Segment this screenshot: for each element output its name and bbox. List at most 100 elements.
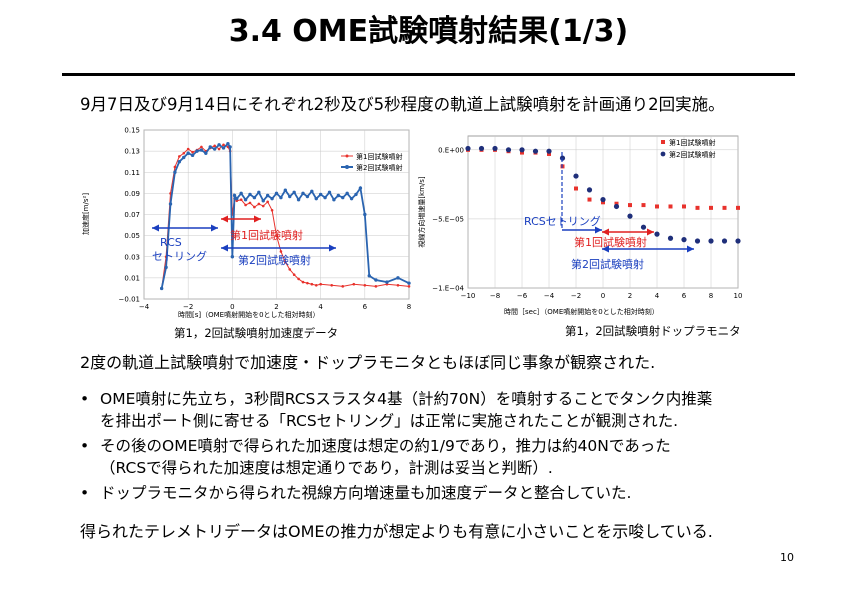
data-point: [217, 143, 221, 147]
data-point: [186, 151, 190, 155]
data-point: [613, 203, 620, 210]
data-point: [654, 231, 660, 237]
data-point: [736, 205, 740, 210]
data-point: [261, 204, 265, 208]
data-point: [248, 201, 252, 205]
bullet-item: ドップラモニタから得られた視線方向増速量も加速度データと整合していた.: [80, 482, 810, 504]
summary-text: 2度の軌道上試験噴射で加速度・ドップラモニタともほぼ同じ事象が観察された.: [80, 353, 656, 372]
data-point: [292, 273, 296, 277]
data-point: [217, 147, 221, 151]
y-tick-label: −0.01: [119, 296, 140, 304]
y-axis-label: 加速度[m/s²]: [81, 193, 90, 235]
data-point: [284, 260, 287, 264]
bullet-item: OME噴射に先立ち，3秒間RCSスラスタ4基（計約70N）を噴射することでタンク…: [80, 388, 810, 432]
bullet-line: ドップラモニタから得られた視線方向増速量も加速度データと整合していた.: [100, 484, 632, 502]
data-point: [288, 194, 292, 199]
data-point: [363, 212, 367, 217]
x-tick-label: 4: [655, 292, 660, 300]
y-tick-label: 0.13: [124, 148, 140, 156]
data-point: [323, 195, 327, 200]
data-point: [257, 190, 261, 195]
burn1-label: 第1回試験噴射: [574, 235, 647, 249]
y-axis-label: 視線方向増速量[km/s]: [418, 176, 426, 248]
x-tick-label: −2: [571, 292, 581, 300]
data-point: [310, 189, 314, 193]
data-point: [204, 151, 208, 155]
data-point: [586, 187, 593, 193]
data-point: [222, 143, 225, 147]
data-point: [239, 198, 243, 202]
data-point: [221, 146, 226, 150]
rcs-label-line1: RCS: [160, 236, 182, 249]
data-point: [253, 205, 256, 209]
legend-label-series2: 第2回試験噴射: [356, 163, 402, 172]
data-point: [709, 205, 713, 210]
data-point: [735, 238, 741, 244]
data-point: [694, 238, 701, 244]
x-tick-label: 0: [230, 303, 234, 311]
legend-marker-series1: [661, 140, 665, 144]
data-point: [177, 159, 182, 164]
slide-title: 3.4 OME試験噴射結果(1/3): [228, 14, 629, 49]
intro-text: 9月7日及び9月14日にそれぞれ2秒及び5秒程度の軌道上試験噴射を計画通り2回実…: [80, 95, 725, 114]
data-point: [358, 186, 363, 190]
data-point: [667, 235, 674, 241]
data-point: [708, 238, 714, 244]
data-point: [546, 148, 552, 154]
data-point: [573, 173, 579, 179]
rcs-label-line2: セトリング: [152, 249, 207, 263]
x-tick-label: −6: [517, 292, 528, 300]
data-point: [349, 196, 354, 201]
data-point: [228, 145, 232, 149]
burn2-label: 第2回試験噴射: [238, 253, 311, 267]
x-axis-label: 時間[s]（OME噴射開始を0とした相対時刻）: [178, 310, 320, 319]
y-tick-label: 0.15: [124, 127, 140, 135]
x-tick-label: 2: [274, 303, 278, 311]
data-point: [601, 200, 605, 205]
data-point: [212, 147, 217, 151]
y-tick-label: 0.05: [124, 232, 140, 240]
data-point: [547, 151, 551, 156]
data-point: [492, 145, 498, 152]
data-point: [628, 203, 632, 208]
data-point: [226, 142, 230, 146]
data-point: [301, 280, 305, 284]
data-point: [367, 274, 371, 278]
y-tick-label: 0.11: [124, 169, 140, 177]
data-point: [385, 280, 389, 284]
data-point: [314, 283, 318, 287]
legend-marker-series1: [345, 154, 349, 158]
bullet-line: を排出ポート側に寄せる「RCSセトリング」は正常に実施されたことが観測された.: [100, 412, 679, 430]
data-point: [520, 150, 524, 155]
bullet-line: OME噴射に先立ち，3秒間RCSスラスタ4基（計約70N）を噴射することでタンク…: [100, 390, 713, 408]
data-point: [173, 170, 177, 174]
data-point: [244, 203, 247, 207]
data-point: [306, 281, 309, 285]
y-tick-label: −1.E−04: [432, 285, 464, 293]
data-point: [354, 192, 358, 197]
data-point: [191, 150, 194, 154]
data-point: [374, 285, 378, 288]
data-point: [682, 204, 686, 209]
data-point: [266, 200, 269, 204]
legend: 第1回試験噴射 第2回試験噴射: [660, 138, 715, 159]
data-point: [330, 283, 334, 287]
data-point: [478, 145, 485, 152]
data-point: [265, 193, 270, 198]
data-point: [668, 204, 673, 209]
data-point: [252, 195, 257, 200]
data-point: [159, 286, 164, 291]
data-point: [310, 282, 314, 286]
bullet-line: （RCSで得られた加速度は想定通りであり，計測は妥当と判断）.: [100, 459, 553, 477]
doppler-chart: −10 −8 −6 −4 −2 0 2 4 6 8 10 0.E+00 −5.E−05 −1.E−04 視…: [418, 135, 742, 316]
data-point: [257, 202, 261, 206]
data-point: [270, 196, 274, 201]
x-tick-label: −10: [461, 292, 476, 300]
data-point: [305, 194, 310, 199]
data-point: [235, 196, 239, 201]
conclusion-text: 得られたテレメトリデータはOMEの推力が想定よりも有意に小さいことを示唆している…: [80, 522, 713, 541]
x-tick-label: −4: [139, 303, 150, 311]
legend-label-series2: 第2回試験噴射: [669, 150, 715, 159]
data-point: [640, 224, 647, 230]
legend-marker-series2: [345, 165, 349, 169]
